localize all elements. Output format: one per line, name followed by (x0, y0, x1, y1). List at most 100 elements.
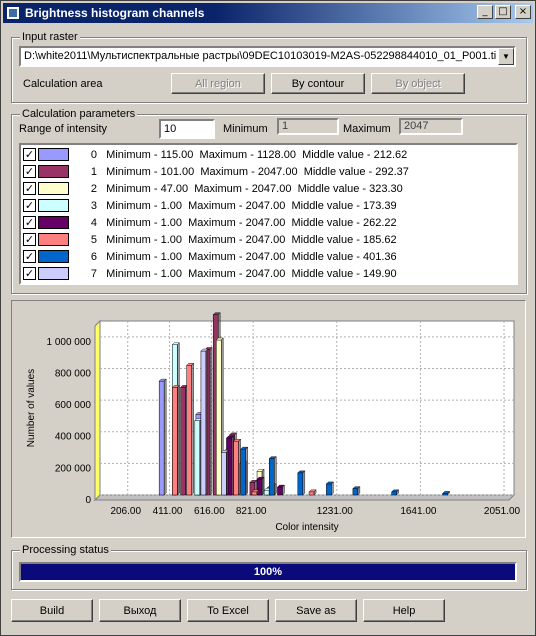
histogram-bar (172, 387, 178, 496)
channel-row[interactable]: ✓ 7 Minimum - 1.00 Maximum - 2047.00 Midd… (23, 265, 397, 282)
channel-index: 5 (90, 233, 97, 246)
x-tick-label: 206.00 (110, 506, 141, 517)
exit-button[interactable]: Выход (99, 599, 181, 622)
checkbox[interactable]: ✓ (23, 182, 36, 195)
y-tick-label: 600 000 (55, 400, 92, 411)
close-button[interactable]: × (515, 5, 531, 19)
histogram-bar-side (163, 378, 167, 496)
x-tick-label: 616.00 (194, 506, 225, 517)
histogram-bar (233, 440, 239, 496)
min-word: Minimum - (106, 148, 158, 161)
raster-path-combobox[interactable]: D:\white2011\Мультиспектральные растры\0… (19, 46, 516, 67)
checkbox[interactable]: ✓ (23, 267, 36, 280)
by-contour-button[interactable]: By contour (271, 73, 365, 94)
max-word: Maximum - (188, 199, 243, 212)
histogram-bar (277, 486, 283, 496)
checkbox[interactable]: ✓ (23, 148, 36, 161)
channel-mid: 212.62 (373, 148, 408, 161)
histogram-bar-side (331, 481, 334, 496)
channel-index: 6 (90, 250, 97, 263)
histogram-bar (251, 491, 258, 496)
channel-row[interactable]: ✓ 4 Minimum - 1.00 Maximum - 2047.00 Midd… (23, 214, 397, 231)
channel-stats: 7 Minimum - 1.00 Maximum - 2047.00 Middl… (75, 268, 397, 280)
histogram-bar (269, 458, 275, 496)
maximize-button[interactable]: □ (495, 5, 511, 19)
histogram-bar-side (274, 456, 277, 496)
min-word: Minimum - (106, 165, 158, 178)
checkbox[interactable]: ✓ (23, 165, 36, 178)
channel-min: 1.00 (160, 267, 182, 280)
x-tick-label: 2051.00 (484, 506, 521, 517)
min-word: Minimum - (106, 182, 158, 195)
chevron-down-icon[interactable]: ▼ (498, 48, 514, 65)
channel-mid: 149.90 (363, 267, 397, 280)
channel-mid: 323.30 (369, 182, 403, 195)
mid-word: Middle value - (291, 216, 360, 229)
channel-row[interactable]: ✓ 5 Minimum - 1.00 Maximum - 2047.00 Midd… (23, 231, 397, 248)
histogram-bar-side (191, 362, 194, 496)
histogram-bar (180, 387, 186, 496)
checkbox[interactable]: ✓ (23, 199, 36, 212)
histogram-bar-side (238, 438, 241, 496)
y-tick-label: 400 000 (55, 432, 92, 443)
channel-row[interactable]: ✓ 3 Minimum - 1.00 Maximum - 2047.00 Midd… (23, 197, 397, 214)
x-tick-label: 821.00 (236, 506, 267, 517)
all-region-button[interactable]: All region (171, 73, 265, 94)
histogram-bar-side (209, 346, 213, 496)
calc-params-group: Calculation parameters (11, 108, 527, 294)
channel-max: 2047.00 (245, 267, 286, 280)
channel-row[interactable]: ✓ 2 Minimum - 47.00 Maximum - 2047.00 Mid… (23, 180, 403, 197)
chart-side-wall (94, 319, 101, 502)
channel-color-swatch (38, 267, 69, 280)
max-word: Maximum - (200, 165, 255, 178)
channel-max: 2047.00 (251, 182, 292, 195)
checkbox[interactable]: ✓ (23, 216, 36, 229)
max-word: Maximum - (188, 233, 243, 246)
histogram-bar-side (282, 484, 285, 496)
channel-min: 1.00 (160, 216, 182, 229)
histogram-chart: 0 200 000 400 000 600 000 800 000 1 000 000 20… (26, 312, 521, 533)
x-axis-label: Color intensity (275, 522, 338, 533)
histogram-bar (186, 365, 192, 496)
range-input[interactable]: 10 (159, 119, 215, 139)
checkbox[interactable]: ✓ (23, 233, 36, 246)
minimize-button[interactable]: _ (477, 5, 493, 19)
channel-stats: 6 Minimum - 1.00 Maximum - 2047.00 Middl… (75, 251, 397, 263)
channel-row[interactable]: ✓ 1 Minimum - 101.00 Maximum - 2047.00 Mi… (23, 163, 409, 180)
channel-max: 2047.00 (257, 165, 298, 178)
title-bar[interactable]: Brightness histogram channels _ □ × (3, 3, 533, 23)
build-button[interactable]: Build (11, 599, 93, 622)
channel-color-swatch (38, 182, 69, 195)
channel-color-swatch (38, 148, 69, 161)
processing-status-legend: Processing status (20, 544, 111, 556)
y-axis-label: Number of values (26, 369, 37, 447)
checkbox[interactable]: ✓ (23, 250, 36, 263)
histogram-bar-side (447, 490, 450, 496)
save-as-button[interactable]: Save as (275, 599, 357, 622)
mid-word: Middle value - (297, 182, 367, 195)
progress-label: 100% (253, 566, 283, 578)
histogram-bar-side (245, 446, 248, 496)
range-label: Range of intensity (19, 123, 108, 135)
channel-color-swatch (38, 216, 69, 229)
histogram-bar-side (177, 384, 180, 496)
y-tick-label: 0 (85, 495, 91, 506)
min-word: Minimum - (106, 216, 158, 229)
histogram-bar (194, 420, 201, 496)
histogram-chart-panel: 0 200 000 400 000 600 000 800 000 1 000 000 20… (11, 300, 526, 538)
help-button[interactable]: Help (363, 599, 445, 622)
by-object-button[interactable]: By object (371, 73, 465, 94)
channel-max: 2047.00 (245, 233, 286, 246)
channel-stats: 2 Minimum - 47.00 Maximum - 2047.00 Midd… (75, 183, 403, 195)
channel-color-swatch (38, 233, 69, 246)
channel-row[interactable]: ✓ 6 Minimum - 1.00 Maximum - 2047.00 Midd… (23, 248, 397, 265)
channel-row[interactable]: ✓ 0 Minimum - 115.00 Maximum - 1128.00 Mi… (23, 146, 407, 163)
chart-floor (93, 494, 516, 501)
channel-list[interactable]: ✓ 0 Minimum - 115.00 Maximum - 1128.00 Mi… (19, 143, 518, 285)
channel-mid: 401.36 (363, 250, 397, 263)
channel-min: 1.00 (160, 199, 182, 212)
to-excel-button[interactable]: To Excel (187, 599, 269, 622)
histogram-bar-side (205, 348, 209, 496)
y-tick-label: 200 000 (55, 463, 92, 474)
